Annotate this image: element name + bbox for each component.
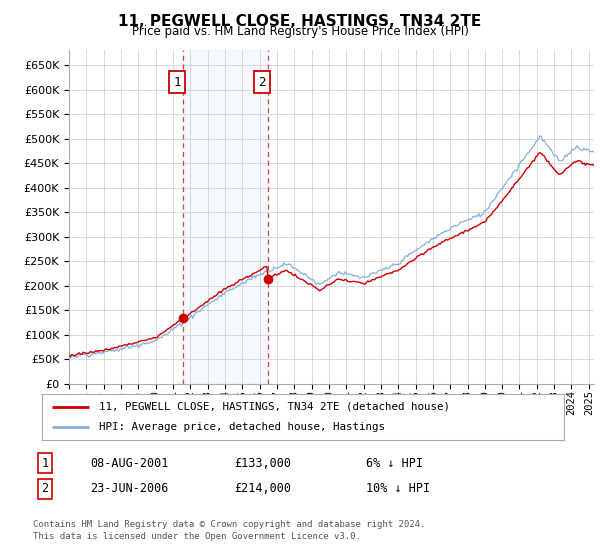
Text: 23-JUN-2006: 23-JUN-2006 xyxy=(90,482,169,496)
Text: Price paid vs. HM Land Registry's House Price Index (HPI): Price paid vs. HM Land Registry's House … xyxy=(131,25,469,38)
Text: 2: 2 xyxy=(41,482,49,496)
Text: £214,000: £214,000 xyxy=(234,482,291,496)
Text: 1: 1 xyxy=(41,456,49,470)
Bar xyxy=(183,50,268,384)
Text: 6% ↓ HPI: 6% ↓ HPI xyxy=(366,456,423,470)
Text: Contains HM Land Registry data © Crown copyright and database right 2024.
This d: Contains HM Land Registry data © Crown c… xyxy=(33,520,425,541)
Text: HPI: Average price, detached house, Hastings: HPI: Average price, detached house, Hast… xyxy=(100,422,385,432)
Text: £133,000: £133,000 xyxy=(234,456,291,470)
Text: 10% ↓ HPI: 10% ↓ HPI xyxy=(366,482,430,496)
Text: 1: 1 xyxy=(173,76,181,88)
Text: 11, PEGWELL CLOSE, HASTINGS, TN34 2TE (detached house): 11, PEGWELL CLOSE, HASTINGS, TN34 2TE (d… xyxy=(100,402,451,412)
Text: 08-AUG-2001: 08-AUG-2001 xyxy=(90,456,169,470)
Text: 11, PEGWELL CLOSE, HASTINGS, TN34 2TE: 11, PEGWELL CLOSE, HASTINGS, TN34 2TE xyxy=(118,14,482,29)
Text: 2: 2 xyxy=(258,76,265,88)
